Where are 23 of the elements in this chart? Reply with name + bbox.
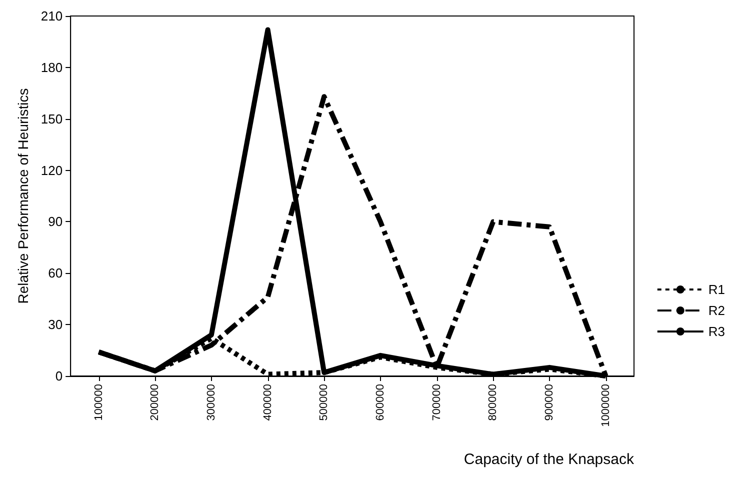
x-tick-label: 400000 xyxy=(262,384,274,421)
y-axis-title: Relative Performance of Heuristics xyxy=(15,88,31,304)
x-tick-label: 900000 xyxy=(543,384,556,421)
x-tick-label: 500000 xyxy=(318,384,330,421)
y-tick-label: 0 xyxy=(55,368,63,384)
x-tick-label: 1000000 xyxy=(600,384,612,427)
x-axis-title: Capacity of the Knapsack xyxy=(464,451,634,468)
y-tick-label: 30 xyxy=(48,317,63,332)
legend-label: R3 xyxy=(708,324,726,339)
y-tick-label: 180 xyxy=(40,60,63,75)
x-tick-label: 300000 xyxy=(205,384,218,421)
y-tick-label: 210 xyxy=(40,8,63,24)
x-tick-label: 600000 xyxy=(374,384,386,421)
x-tick-label: 800000 xyxy=(487,384,500,421)
y-tick-label: 120 xyxy=(40,162,63,178)
x-tick-label: 100000 xyxy=(92,384,105,421)
x-tick-label: 700000 xyxy=(430,384,443,421)
x-tick-label: 200000 xyxy=(149,384,162,421)
y-tick-label: 90 xyxy=(48,214,63,230)
y-tick-label: 60 xyxy=(48,266,63,281)
y-tick-label: 150 xyxy=(40,111,63,126)
legend-label: R1 xyxy=(708,282,726,297)
legend-label: R2 xyxy=(708,303,726,318)
